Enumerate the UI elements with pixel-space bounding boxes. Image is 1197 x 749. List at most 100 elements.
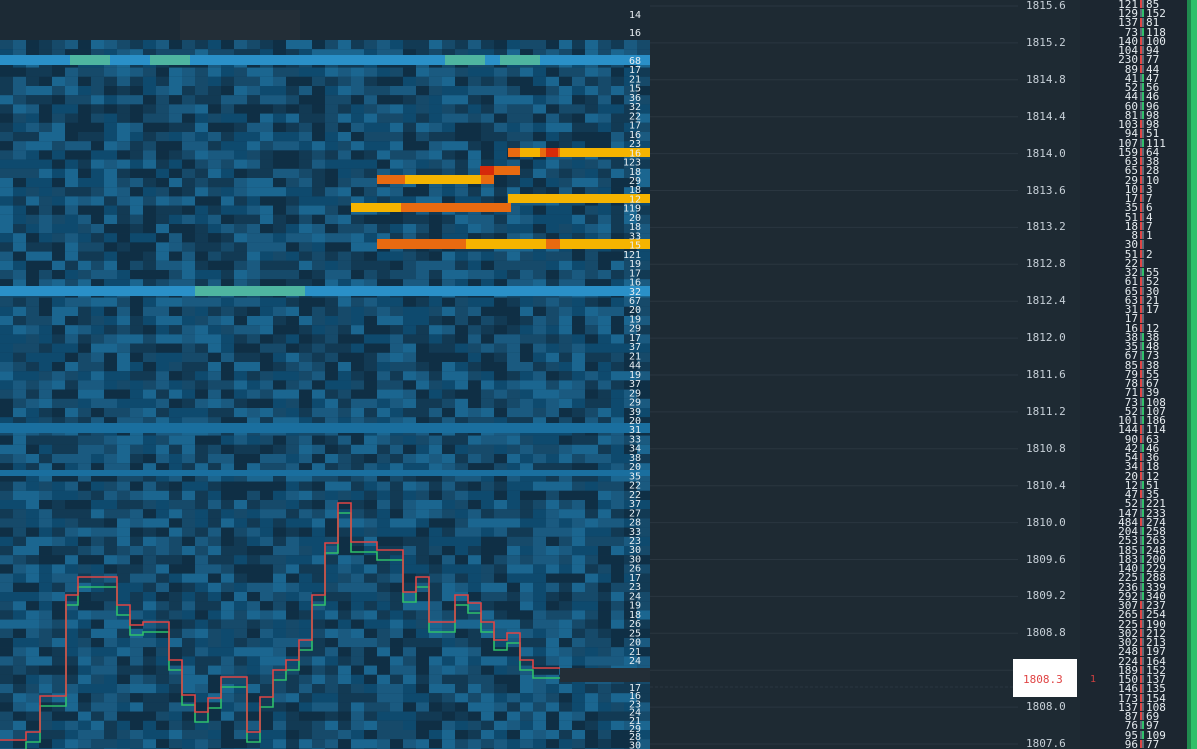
heatmap-cell: [0, 233, 13, 243]
heatmap-cell: [611, 739, 624, 749]
heatmap-cell: [338, 224, 351, 234]
heatmap-cell: [377, 711, 390, 721]
heatmap-cell: [351, 739, 364, 749]
heatmap-cell: [507, 720, 520, 730]
heatmap-cell: [65, 647, 78, 657]
heatmap-cell: [221, 702, 234, 712]
heatmap-cell: [221, 638, 234, 648]
heatmap-cell: [442, 306, 455, 316]
heatmap-cell: [637, 693, 650, 703]
heatmap-cell: [533, 122, 546, 132]
volume-ask-value: 12: [1146, 469, 1160, 483]
heatmap-cell: [481, 187, 494, 197]
heatmap-cell: [624, 573, 637, 583]
heatmap-cell: [572, 334, 585, 344]
heatmap-cell: [429, 702, 442, 712]
heatmap-cell: [91, 352, 104, 362]
heatmap-cell: [533, 444, 546, 454]
heatmap-cell: [403, 214, 416, 224]
heatmap-cell: [468, 674, 481, 684]
heatmap-cell: [585, 573, 598, 583]
heatmap-cell: [247, 693, 260, 703]
heatmap-cell: [377, 454, 390, 464]
heatmap-cell: [221, 500, 234, 510]
heatmap-cell: [429, 141, 442, 151]
price-axis[interactable]: 1815.6 1815.2 1814.8 1814.4 1814.0 1813.6 1813…: [1018, 0, 1080, 749]
heatmap-cell: [598, 536, 611, 546]
heatmap-cell: [156, 408, 169, 418]
heatmap-cell: [377, 297, 390, 307]
volume-bid-bar: [1140, 83, 1142, 92]
heatmap-cell: [429, 619, 442, 629]
heatmap-cell: [572, 518, 585, 528]
heatmap-cell: [637, 279, 650, 289]
current-price-value: 1808.3: [1023, 673, 1063, 686]
heatmap-cell: [273, 306, 286, 316]
heatmap-cell: [312, 472, 325, 482]
heatmap-cell: [208, 40, 221, 50]
volume-ask-bar: [1142, 638, 1144, 647]
book-size-label: 44: [629, 361, 641, 372]
volume-bid-bar: [1140, 323, 1142, 332]
heatmap-cell: [585, 472, 598, 482]
heatmap-cell: [221, 435, 234, 445]
heatmap-cell: [104, 251, 117, 261]
heatmap-cell: [260, 233, 273, 243]
volume-bid-value: 29: [1124, 173, 1138, 187]
heatmap-cell: [78, 527, 91, 537]
book-size-label: 21: [629, 647, 641, 658]
heatmap-cell: [273, 693, 286, 703]
heatmap-cell: [39, 730, 52, 740]
heatmap-cell: [273, 150, 286, 160]
heatmap-cell: [533, 417, 546, 427]
heatmap-cell: [13, 362, 26, 372]
heatmap-cell: [234, 684, 247, 694]
heatmap-cell: [39, 693, 52, 703]
order-book-heatmap[interactable]: 1416681721153632221716231612318291812119…: [0, 0, 650, 749]
heatmap-cell: [117, 536, 130, 546]
heatmap-cell: [559, 536, 572, 546]
heatmap-cell: [364, 159, 377, 169]
heatmap-cell: [598, 500, 611, 510]
heatmap-cell: [234, 150, 247, 160]
heatmap-cell: [455, 546, 468, 556]
heatmap-cell: [221, 325, 234, 335]
volume-ask-value: 118: [1146, 25, 1166, 39]
heatmap-cell: [624, 343, 637, 353]
heatmap-cell: [377, 435, 390, 445]
heatmap-cell: [65, 490, 78, 500]
heatmap-cell: [338, 67, 351, 77]
heatmap-cell: [624, 297, 637, 307]
heatmap-cell: [507, 444, 520, 454]
heatmap-cell: [364, 674, 377, 684]
heatmap-cell: [286, 159, 299, 169]
heatmap-cell: [429, 150, 442, 160]
heatmap-cell: [494, 224, 507, 234]
heatmap-cell: [338, 702, 351, 712]
heatmap-cell: [481, 49, 494, 59]
volume-ask-value: 44: [1146, 62, 1160, 76]
volume-bid-value: 12: [1124, 478, 1138, 492]
heatmap-cell: [377, 647, 390, 657]
heatmap-cell: [39, 454, 52, 464]
heatmap-cell: [286, 196, 299, 206]
heatmap-cell: [130, 564, 143, 574]
heatmap-cell: [143, 196, 156, 206]
heatmap-cell: [182, 592, 195, 602]
heatmap-cell: [312, 389, 325, 399]
heatmap-cell: [143, 582, 156, 592]
heatmap-cell: [572, 500, 585, 510]
heatmap-cell: [0, 518, 13, 528]
heatmap-cell: [247, 555, 260, 565]
heatmap-cell: [403, 141, 416, 151]
heatmap-cell: [351, 178, 364, 188]
heatmap-cell: [585, 352, 598, 362]
heatmap-cell: [234, 573, 247, 583]
heatmap-cell: [403, 638, 416, 648]
volume-ask-bar: [1142, 656, 1144, 665]
heatmap-cell: [260, 398, 273, 408]
heatmap-cell: [117, 674, 130, 684]
heatmap-cell: [481, 279, 494, 289]
heatmap-cell: [494, 297, 507, 307]
